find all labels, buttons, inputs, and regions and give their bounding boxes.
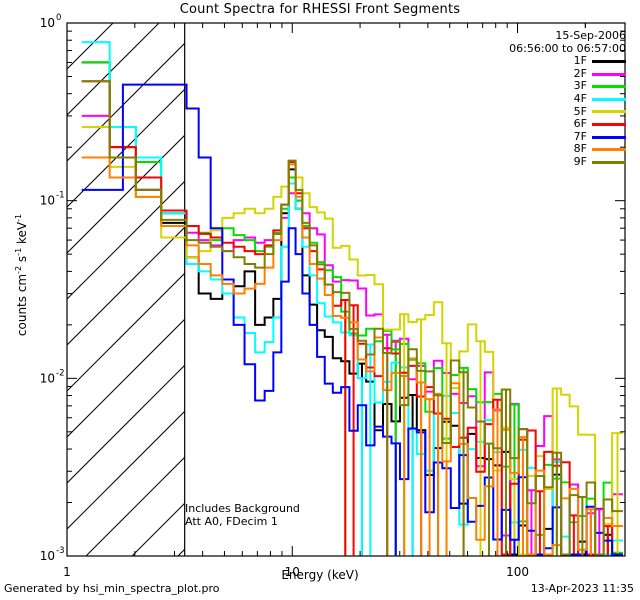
plot-frame — [66, 22, 626, 557]
svg-text:0: 0 — [56, 13, 61, 23]
legend-entry-8f: 8F — [509, 143, 626, 156]
legend-entry-1f: 1F — [509, 55, 626, 68]
annotation-includes-background: Includes Background — [185, 502, 300, 515]
svg-text:10: 10 — [40, 371, 55, 385]
legend-color-swatch — [592, 135, 626, 139]
svg-text:10: 10 — [40, 16, 55, 30]
legend-color-swatch — [592, 59, 626, 63]
legend: 15-Sep-2006 06:56:00 to 06:57:00 1F 2F 3F 4… — [509, 29, 626, 169]
hatched-excluded-region — [67, 23, 185, 556]
y-axis-label: counts cm-2 s-1 keV-1 — [14, 165, 29, 385]
x-tick-label: 100 — [506, 565, 529, 579]
x-axis-label: Energy (keV) — [281, 568, 359, 582]
svg-text:-3: -3 — [56, 546, 64, 556]
annotation-attenuator-state: Att A0, FDecim 1 — [185, 515, 278, 528]
y-tick-label: 10 -3 — [40, 546, 65, 563]
svg-text:-1: -1 — [56, 191, 64, 201]
legend-entry-label: 7F — [573, 129, 587, 143]
legend-entry-label: 8F — [573, 142, 587, 156]
legend-entry-label: 5F — [573, 104, 587, 118]
svg-text:-2: -2 — [56, 368, 64, 378]
legend-color-swatch — [592, 122, 626, 126]
y-axis-label-text: counts cm-2 s-1 keV-1 — [14, 213, 29, 337]
legend-entry-5f: 5F — [509, 104, 626, 119]
legend-entry-label: 2F — [573, 66, 587, 80]
legend-entry-label: 9F — [573, 154, 587, 168]
legend-entry-label: 4F — [573, 91, 587, 105]
legend-entry-label: 6F — [573, 117, 587, 131]
legend-entry-label: 3F — [573, 79, 587, 93]
legend-entry-3f: 3F — [509, 80, 626, 93]
axis-ticks — [66, 22, 626, 557]
spectra-series-group — [81, 41, 623, 556]
legend-entry-list: 1F 2F 3F 4F 5F 6F 7F 8F 9F — [509, 55, 626, 168]
legend-entry-6f: 6F — [509, 118, 626, 131]
legend-date: 15-Sep-2006 — [555, 29, 626, 42]
legend-color-swatch — [592, 148, 626, 152]
legend-entry-4f: 4F — [509, 91, 626, 106]
spectrum-line-8f — [81, 156, 623, 556]
y-tick-label: 10 -2 — [40, 368, 65, 385]
spectrum-line-7f — [81, 83, 623, 556]
footer-timestamp: 13-Apr-2023 11:35 — [530, 582, 634, 595]
legend-color-swatch — [592, 160, 626, 164]
legend-entry-2f: 2F — [509, 66, 626, 81]
legend-entry-9f: 9F — [509, 154, 626, 169]
y-tick-label: 10 -1 — [40, 191, 65, 208]
y-tick-label: 10 0 — [40, 13, 62, 30]
legend-entry-label: 1F — [573, 54, 587, 68]
spectrum-line-9f — [81, 80, 623, 556]
legend-color-swatch — [592, 110, 626, 114]
footer-generator-text: Generated by hsi_min_spectra_plot.pro — [4, 582, 220, 595]
svg-text:10: 10 — [40, 549, 55, 563]
spectrum-line-6f — [81, 80, 623, 556]
legend-color-swatch — [592, 97, 626, 101]
legend-time-range: 06:56:00 to 06:57:00 — [509, 41, 626, 55]
legend-color-swatch — [592, 72, 626, 76]
svg-text:10: 10 — [40, 194, 55, 208]
x-tick-label: 10 — [285, 565, 300, 579]
page-title: Count Spectra for RHESSI Front Segments — [179, 2, 461, 17]
x-tick-label: 1 — [63, 565, 71, 579]
legend-entry-7f: 7F — [509, 129, 626, 144]
legend-color-swatch — [592, 85, 626, 89]
